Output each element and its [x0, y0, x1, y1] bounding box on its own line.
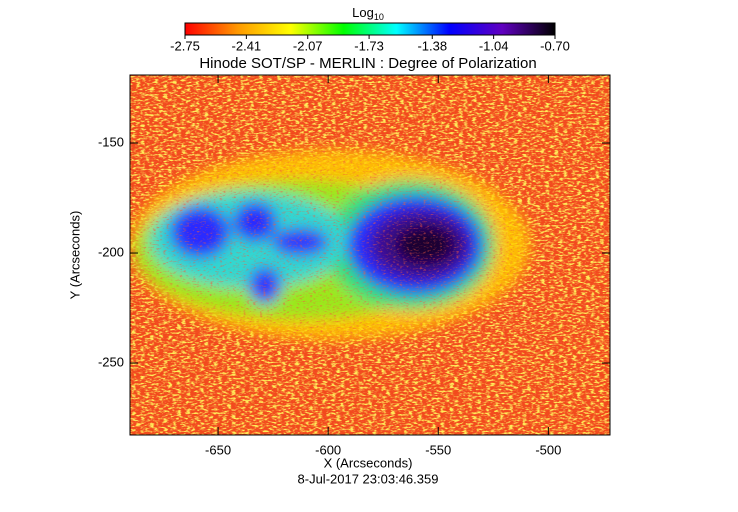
x-tick-label: -650 [205, 442, 231, 457]
colorbar [184, 22, 556, 36]
y-axis-label: Y (Arcseconds) [67, 211, 82, 300]
colorbar-tick-label: -2.75 [170, 38, 200, 53]
colorbar-tick-label: -1.73 [354, 38, 384, 53]
plot-frame [129, 74, 611, 436]
heatmap-image [130, 75, 610, 435]
colorbar-label-base: Log [352, 5, 374, 20]
x-axis-label: X (Arcseconds) [324, 455, 413, 470]
y-tick-label: -150 [98, 134, 124, 149]
x-tick-label: -500 [535, 442, 561, 457]
colorbar-tick-label: -2.41 [232, 38, 262, 53]
x-tick-label: -600 [315, 442, 341, 457]
colorbar-tick-label: -0.70 [540, 38, 570, 53]
colorbar-tick-label: -1.04 [479, 38, 509, 53]
colorbar-tick-label: -2.07 [293, 38, 323, 53]
colorbar-tick-label: -1.38 [417, 38, 447, 53]
y-tick-label: -200 [98, 244, 124, 259]
colorbar-label: Log10 [352, 5, 384, 22]
y-tick-label: -250 [98, 354, 124, 369]
x-tick-label: -550 [425, 442, 451, 457]
chart-title: Hinode SOT/SP - MERLIN : Degree of Polar… [199, 55, 536, 72]
heatmap-speckle [130, 75, 610, 435]
timestamp: 8-Jul-2017 23:03:46.359 [298, 471, 439, 486]
colorbar-label-subscript: 10 [374, 12, 384, 22]
